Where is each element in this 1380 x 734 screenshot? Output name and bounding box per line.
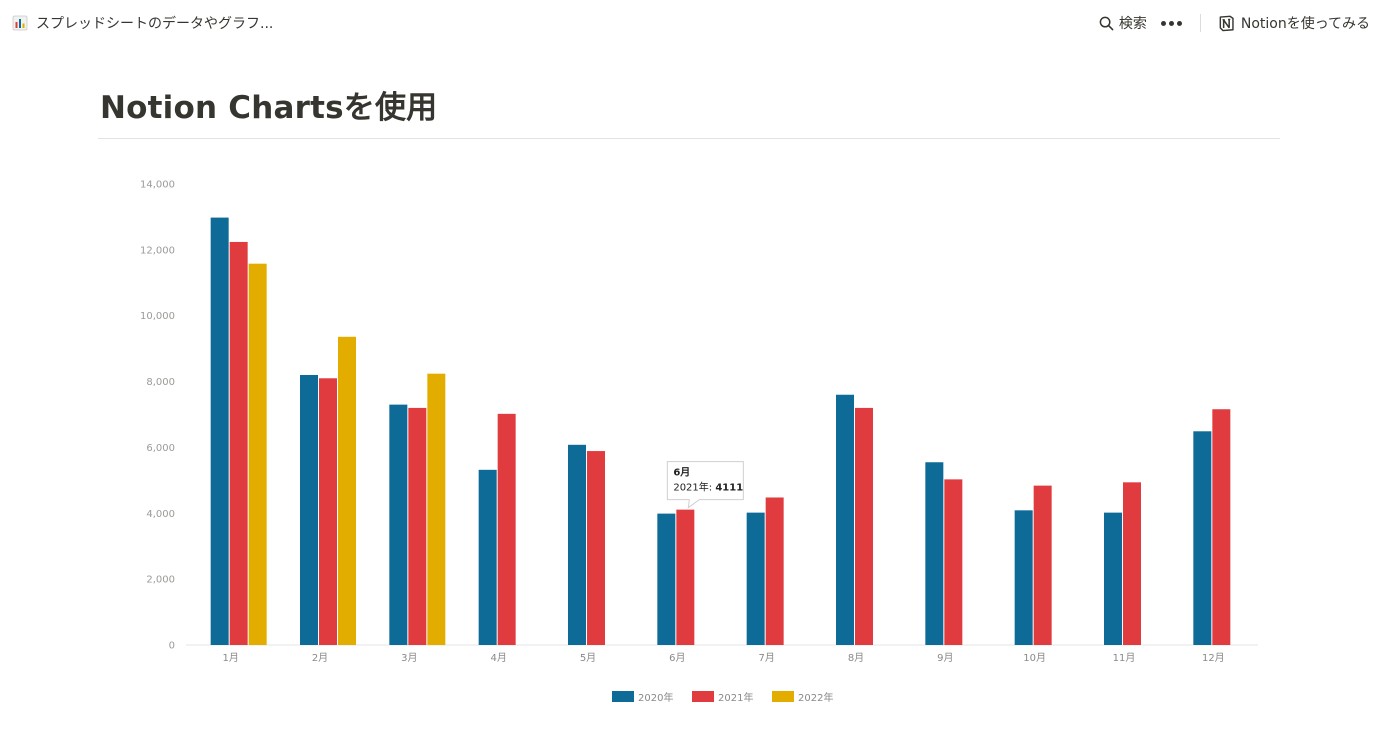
top-bar: スプレッドシートのデータやグラフ... 検索 Notionを使ってみる — [0, 0, 1380, 45]
bar-2021[interactable] — [1212, 409, 1231, 645]
page-title: Notion Chartsを使用 — [100, 90, 438, 126]
x-tick-label: 10月 — [1023, 652, 1046, 664]
bar-2021[interactable] — [1033, 485, 1052, 645]
y-tick-label: 6,000 — [146, 443, 175, 454]
x-tick-label: 5月 — [580, 652, 596, 664]
y-tick-label: 14,000 — [140, 180, 175, 191]
notion-logo-icon — [1219, 15, 1234, 31]
legend-label: 2022年 — [798, 691, 833, 704]
y-tick-label: 2,000 — [146, 575, 175, 586]
legend-item[interactable]: 2022年 — [772, 691, 833, 704]
title-divider — [98, 138, 1280, 139]
chart-tooltip: 6月 2021年: 4111 — [666, 461, 744, 509]
bar-2021[interactable] — [408, 407, 427, 645]
bar-2022[interactable] — [427, 373, 446, 645]
y-axis: 0 2,000 4,000 6,000 8,000 10,000 12,000 14,000 — [140, 180, 175, 652]
x-tick-label: 2月 — [312, 652, 328, 664]
y-tick-label: 4,000 — [146, 509, 175, 520]
dot-icon — [1168, 20, 1174, 26]
bar-chart-icon — [12, 15, 28, 31]
bar-2021[interactable] — [855, 407, 873, 645]
bar-2021[interactable] — [319, 378, 337, 645]
bar-2022[interactable] — [248, 263, 267, 645]
bar-2020[interactable] — [300, 374, 318, 645]
bar-2021[interactable] — [229, 241, 248, 645]
x-tick-label: 4月 — [490, 652, 506, 664]
tooltip-box — [666, 461, 744, 509]
tooltip-title: 6月 — [673, 467, 690, 479]
x-tick-label: 8月 — [848, 652, 864, 664]
y-tick-label: 10,000 — [140, 311, 175, 322]
x-tick-label: 9月 — [937, 652, 953, 664]
bar-2020[interactable] — [568, 444, 586, 645]
bar-chart: 02,0004,0006,0008,00010,00012,00014,000 … — [140, 180, 1258, 704]
bar-2020[interactable] — [836, 394, 854, 645]
x-tick-label: 3月 — [401, 652, 417, 664]
bar-2020[interactable] — [746, 512, 765, 645]
x-tick-label: 1月 — [222, 652, 238, 664]
dot-icon — [1176, 20, 1182, 26]
legend-item[interactable]: 2020年 — [612, 691, 673, 704]
bar-2020[interactable] — [1193, 431, 1212, 645]
bar-2021[interactable] — [765, 497, 784, 645]
y-tick-label: 8,000 — [146, 377, 175, 388]
breadcrumb-title: スプレッドシートのデータやグラフ... — [36, 16, 274, 32]
y-tick-label: 12,000 — [140, 245, 175, 256]
x-tick-label: 11月 — [1113, 652, 1136, 664]
breadcrumb[interactable]: スプレッドシートのデータやグラフ... — [12, 11, 273, 35]
chart-legend: 2020年 2021年 2022年 — [612, 691, 833, 704]
legend-item[interactable]: 2021年 — [692, 691, 753, 704]
bar-2021[interactable] — [497, 413, 516, 645]
search-icon — [1099, 16, 1114, 30]
x-tick-label: 7月 — [758, 652, 774, 664]
x-tick-label: 12月 — [1202, 652, 1225, 664]
bar-2020[interactable] — [478, 469, 497, 645]
bar-2021[interactable] — [1123, 482, 1141, 645]
try-notion-label: Notionを使ってみる — [1240, 16, 1370, 32]
dot-icon — [1160, 20, 1166, 26]
bar-2020[interactable] — [1104, 512, 1122, 645]
x-axis: 1月 2月 3月 4月 5月 6月 7月 8月 9月 10月 11月 12月 — [222, 652, 1224, 664]
y-tick-label: 0 — [169, 641, 175, 652]
bar-2020[interactable] — [1014, 510, 1033, 645]
bar-2020[interactable] — [925, 462, 944, 645]
search-label: 検索 — [1118, 16, 1147, 32]
bar-2022[interactable] — [338, 336, 356, 645]
bar-2020[interactable] — [657, 513, 676, 645]
chart-bars — [210, 217, 1231, 645]
x-tick-label: 6月 — [669, 652, 685, 664]
bar-2021[interactable] — [587, 451, 605, 645]
more-options-button[interactable] — [1153, 10, 1190, 36]
header-separator — [1199, 14, 1201, 32]
try-notion-button[interactable]: Notionを使ってみる — [1211, 10, 1376, 36]
header-actions: 検索 Notionを使ってみる — [1093, 10, 1376, 36]
legend-label: 2021年 — [718, 691, 753, 704]
legend-label: 2020年 — [638, 691, 673, 704]
bar-2020[interactable] — [210, 217, 229, 645]
legend-swatch — [772, 691, 794, 702]
bar-2021[interactable] — [676, 509, 695, 645]
legend-swatch — [692, 691, 714, 702]
bar-2021[interactable] — [944, 479, 963, 645]
search-button[interactable]: 検索 — [1093, 10, 1153, 36]
tooltip-body: 2021年: 4111 — [673, 481, 743, 494]
bar-2020[interactable] — [389, 404, 408, 645]
legend-swatch — [612, 691, 634, 702]
